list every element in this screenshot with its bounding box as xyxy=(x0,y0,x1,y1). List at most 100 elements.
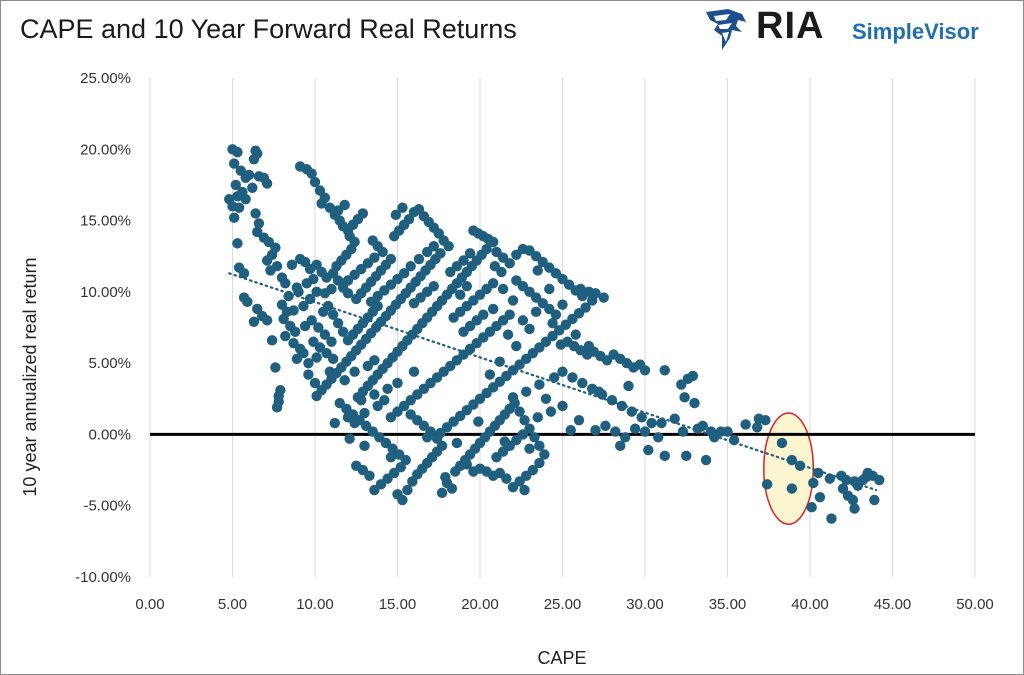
data-point xyxy=(238,292,250,303)
data-point xyxy=(529,432,540,443)
data-point xyxy=(547,318,558,329)
data-point xyxy=(261,255,273,266)
data-point xyxy=(488,278,499,289)
data-point xyxy=(808,477,819,489)
data-point xyxy=(573,414,585,426)
data-point xyxy=(532,412,543,423)
data-point xyxy=(233,202,245,213)
data-point xyxy=(646,417,657,429)
y-axis-ticks: 25.00% 20.00% 15.00% 10.00% 5.00% 0.00% -5.00%… xyxy=(75,70,131,586)
data-point xyxy=(478,309,489,320)
data-point xyxy=(639,365,651,376)
data-point xyxy=(385,253,397,265)
data-point xyxy=(265,265,276,276)
data-point xyxy=(232,146,243,158)
data-point xyxy=(440,472,451,483)
data-point xyxy=(271,402,283,413)
data-point xyxy=(517,429,529,440)
data-point xyxy=(369,252,380,263)
data-point xyxy=(849,503,860,514)
data-point xyxy=(367,235,378,246)
data-point xyxy=(461,459,472,470)
data-point xyxy=(534,440,545,452)
data-point xyxy=(261,178,273,189)
data-point xyxy=(615,440,626,452)
data-point xyxy=(600,420,611,432)
data-point xyxy=(327,309,339,320)
data-point xyxy=(248,316,260,327)
data-point xyxy=(392,377,403,389)
logo-ria-text: RIA xyxy=(756,5,825,47)
x-tick-label: 45.00 xyxy=(874,596,912,613)
chart-title: CAPE and 10 Year Forward Real Returns xyxy=(20,14,517,44)
data-point xyxy=(306,168,317,179)
data-point xyxy=(557,366,568,377)
y-tick-label: 20.00% xyxy=(80,141,131,158)
data-point xyxy=(311,352,322,363)
x-tick-label: 50.00 xyxy=(956,596,994,613)
data-point xyxy=(679,392,690,403)
data-point xyxy=(413,253,425,265)
data-point xyxy=(455,289,466,300)
data-point xyxy=(311,390,322,402)
data-point xyxy=(435,427,446,439)
data-point xyxy=(532,265,543,276)
eagle-icon xyxy=(706,9,746,50)
data-point xyxy=(230,179,241,191)
data-point xyxy=(540,393,552,404)
data-point xyxy=(752,422,763,433)
x-axis-ticks: 0.00 5.00 10.00 15.00 20.00 25.00 30.00 35.00 40… xyxy=(135,596,993,613)
data-point xyxy=(544,283,555,295)
data-point xyxy=(369,389,380,400)
data-point xyxy=(390,209,402,221)
data-point xyxy=(247,182,258,193)
data-point xyxy=(813,467,824,479)
trendline-group xyxy=(228,272,878,492)
data-point xyxy=(357,208,369,219)
data-point xyxy=(697,420,708,432)
data-point xyxy=(786,483,798,494)
data-point xyxy=(681,450,692,462)
data-point xyxy=(507,481,519,493)
data-point xyxy=(473,416,484,427)
data-point xyxy=(324,366,336,377)
logo-simplevisor-text: SimpleVisor xyxy=(852,19,979,44)
highlight-ellipse xyxy=(763,412,815,525)
data-point xyxy=(722,426,733,437)
data-point xyxy=(303,357,314,369)
data-point xyxy=(464,248,476,259)
data-point xyxy=(319,329,331,340)
data-point xyxy=(534,457,545,469)
data-point xyxy=(238,268,250,279)
data-point xyxy=(379,395,390,406)
data-point xyxy=(626,406,637,417)
data-point xyxy=(290,326,301,337)
data-point xyxy=(814,491,826,503)
data-point xyxy=(557,400,568,412)
data-point xyxy=(806,501,817,513)
y-tick-label: 25.00% xyxy=(80,70,131,87)
data-point xyxy=(446,483,458,494)
data-point xyxy=(550,309,562,320)
data-point xyxy=(511,340,522,352)
data-point xyxy=(826,513,837,524)
data-point xyxy=(659,365,670,376)
data-point xyxy=(709,432,720,443)
x-tick-label: 10.00 xyxy=(296,596,334,613)
data-point xyxy=(488,303,499,315)
data-point xyxy=(344,433,355,444)
data-point xyxy=(301,278,312,289)
data-point xyxy=(776,437,788,449)
data-point xyxy=(639,426,651,437)
data-point xyxy=(228,158,240,169)
x-tick-label: 40.00 xyxy=(791,596,829,613)
data-point xyxy=(484,369,496,380)
data-point xyxy=(311,286,322,298)
data-point xyxy=(397,494,408,506)
data-point xyxy=(337,326,349,337)
x-axis-label: CAPE xyxy=(537,648,586,668)
y-tick-label: -10.00% xyxy=(75,569,131,586)
data-point xyxy=(565,424,576,436)
data-point xyxy=(293,286,304,298)
